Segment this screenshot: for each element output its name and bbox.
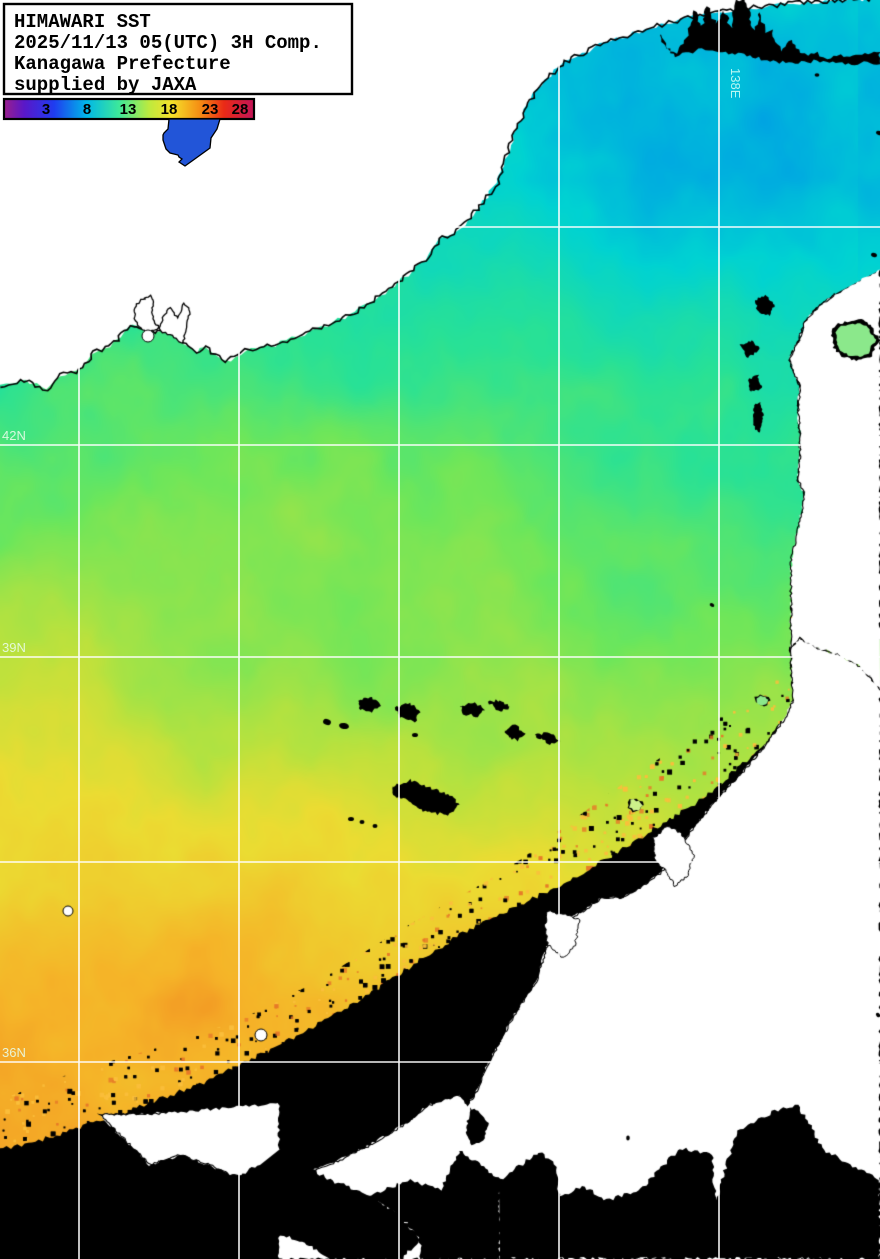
svg-text:39N: 39N bbox=[2, 640, 26, 655]
svg-text:HIMAWARI SST: HIMAWARI SST bbox=[14, 11, 151, 33]
svg-text:28: 28 bbox=[232, 101, 249, 118]
svg-text:13: 13 bbox=[120, 101, 137, 118]
svg-text:3: 3 bbox=[42, 101, 50, 118]
svg-text:2025/11/13 05(UTC) 3H Comp.: 2025/11/13 05(UTC) 3H Comp. bbox=[14, 32, 322, 54]
svg-text:18: 18 bbox=[161, 101, 178, 118]
svg-text:36N: 36N bbox=[2, 1045, 26, 1060]
svg-text:supplied by JAXA: supplied by JAXA bbox=[14, 74, 197, 96]
svg-text:42N: 42N bbox=[2, 428, 26, 443]
svg-text:138E: 138E bbox=[728, 68, 743, 99]
svg-text:23: 23 bbox=[202, 101, 219, 118]
svg-text:Kanagawa Prefecture: Kanagawa Prefecture bbox=[14, 53, 231, 75]
svg-text:8: 8 bbox=[83, 101, 91, 118]
